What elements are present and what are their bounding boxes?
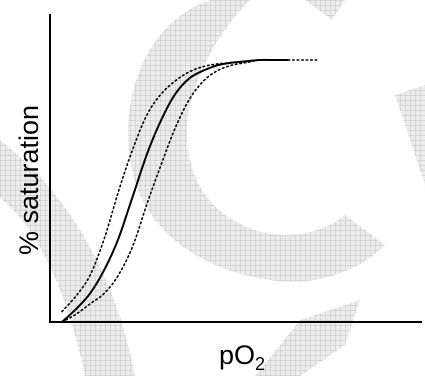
series-layer: [61, 58, 318, 323]
watermark-c-shape: [128, 0, 386, 282]
dotted-curve-1: [61, 59, 318, 313]
dotted-curve-2: [61, 59, 290, 323]
x-axis-label-main: pO: [219, 340, 255, 370]
y-axis-label: % saturation: [14, 105, 44, 255]
x-axis-label-subscript: 2: [255, 354, 265, 374]
watermark-slash-shape: [0, 140, 135, 376]
watermark-bottom-shape: [255, 300, 360, 376]
watermark-diagonal-shape: [395, 85, 425, 185]
x-axis-label: pO2: [219, 340, 265, 374]
axes: [49, 14, 422, 323]
solid-curve: [61, 58, 289, 323]
watermark-top-shape: [305, 0, 345, 20]
